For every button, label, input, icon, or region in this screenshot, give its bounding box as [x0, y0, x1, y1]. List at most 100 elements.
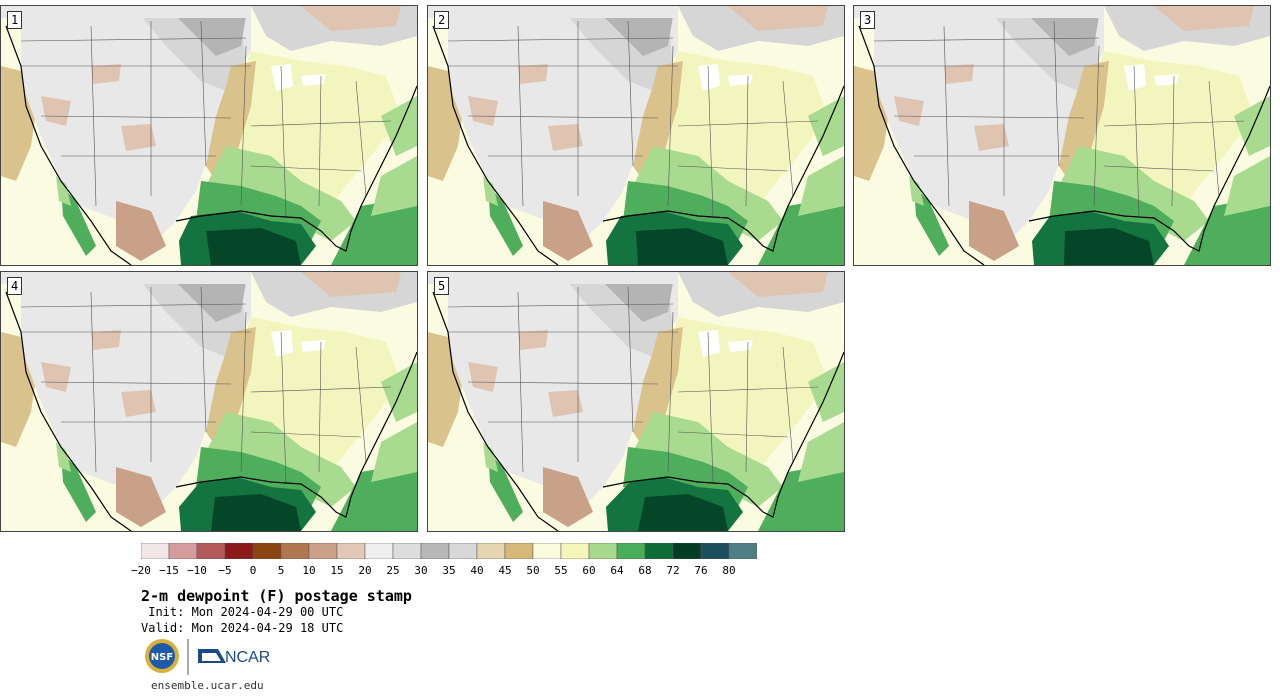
- lake-region: [698, 330, 720, 357]
- colorbar: [141, 543, 757, 559]
- map-panel-1[interactable]: 1: [0, 5, 418, 266]
- colorbar-swatch: [141, 543, 170, 559]
- dewpoint-region: [1, 6, 251, 18]
- lake-region: [1154, 74, 1179, 86]
- colorbar-tick-label: 55: [554, 564, 568, 577]
- dewpoint-region: [944, 64, 974, 84]
- boundaries: [447, 20, 819, 217]
- dewpoint-region: [909, 176, 924, 206]
- panel-label: 3: [860, 11, 876, 29]
- dewpoint-region: [331, 462, 417, 531]
- colorbar-swatch: [308, 543, 338, 559]
- logos: NSF NCAR: [144, 637, 274, 677]
- dewpoint-region: [121, 124, 156, 151]
- colorbar-tick-label: −15: [159, 564, 179, 577]
- coastline: [858, 25, 985, 265]
- colorbar-tick-label: 20: [358, 564, 372, 577]
- dewpoint-region: [91, 330, 121, 350]
- panel-label: 4: [7, 277, 23, 295]
- coastline: [602, 351, 844, 518]
- dewpoint-region: [1234, 96, 1270, 156]
- ncar-logo-text: NCAR: [225, 649, 270, 666]
- dewpoint-region: [1, 272, 251, 284]
- colorbar-swatch: [364, 543, 394, 559]
- map-panel-3[interactable]: 3: [853, 5, 1271, 266]
- dewpoint-region: [176, 16, 246, 56]
- dewpoint-region: [483, 176, 498, 206]
- coastline: [1028, 85, 1270, 252]
- colorbar-swatch: [224, 543, 254, 559]
- valid-time: Valid: Mon 2024-04-29 18 UTC: [141, 621, 344, 635]
- colorbar-tick-label: 10: [302, 564, 316, 577]
- colorbar-swatch: [588, 543, 618, 559]
- coastline: [175, 85, 417, 252]
- panel-label: 1: [7, 11, 23, 29]
- lake-region: [1124, 64, 1146, 91]
- colorbar-tick-label: 80: [722, 564, 736, 577]
- boundaries: [20, 286, 392, 483]
- colorbar-tick-label: 68: [638, 564, 652, 577]
- dewpoint-region: [518, 64, 548, 84]
- dewpoint-region: [121, 390, 156, 417]
- dewpoint-region: [206, 146, 356, 241]
- dewpoint-region: [301, 272, 401, 297]
- dewpoint-region: [91, 64, 121, 84]
- map-panel-2[interactable]: 2: [427, 5, 845, 266]
- colorbar-swatch: [532, 543, 562, 559]
- dewpoint-region: [969, 201, 1019, 261]
- coastline: [432, 25, 559, 265]
- dewpoint-region: [798, 156, 844, 216]
- dewpoint-map: [1, 272, 417, 531]
- coastline: [602, 85, 844, 252]
- colorbar-swatch: [280, 543, 310, 559]
- colorbar-tick-label: 5: [277, 564, 285, 577]
- dewpoint-region: [808, 362, 844, 422]
- colorbar-tick-label: −5: [218, 564, 232, 577]
- colorbar-swatch: [560, 543, 590, 559]
- dewpoint-region: [428, 272, 678, 284]
- dewpoint-region: [371, 422, 417, 482]
- panel-label: 2: [434, 11, 450, 29]
- dewpoint-region: [371, 156, 417, 216]
- colorbar-tick-label: 64: [610, 564, 624, 577]
- lake-region: [301, 74, 326, 86]
- dewpoint-region: [728, 6, 828, 31]
- lake-region: [271, 64, 293, 91]
- map-panel-4[interactable]: 4: [0, 271, 418, 532]
- colorbar-tick-label: 60: [582, 564, 596, 577]
- dewpoint-region: [543, 467, 593, 527]
- colorbar-swatch: [252, 543, 282, 559]
- map-panel-5[interactable]: 5: [427, 271, 845, 532]
- colorbar-swatch: [644, 543, 674, 559]
- nsf-logo-icon: NSF: [145, 639, 179, 673]
- colorbar-tick-label: −10: [187, 564, 207, 577]
- dewpoint-region: [56, 176, 71, 206]
- dewpoint-map: [1, 6, 417, 265]
- colorbar-swatch: [476, 543, 506, 559]
- colorbar-swatch: [672, 543, 702, 559]
- dewpoint-region: [638, 494, 728, 531]
- colorbar-tick-label: 30: [414, 564, 428, 577]
- website-url[interactable]: ensemble.ucar.edu: [151, 679, 264, 692]
- dewpoint-region: [41, 362, 71, 392]
- dewpoint-region: [381, 96, 417, 156]
- dewpoint-region: [331, 196, 417, 265]
- colorbar-tick-label: 25: [386, 564, 400, 577]
- dewpoint-region: [603, 16, 673, 56]
- dewpoint-region: [543, 201, 593, 261]
- colorbar-swatch: [700, 543, 730, 559]
- dewpoint-region: [636, 228, 728, 265]
- colorbar-tick-label: −20: [131, 564, 151, 577]
- colorbar-tick-label: 15: [330, 564, 344, 577]
- dewpoint-region: [854, 6, 1104, 18]
- dewpoint-region: [1059, 61, 1109, 181]
- colorbar-swatch: [420, 543, 450, 559]
- coastline: [5, 25, 132, 265]
- dewpoint-region: [206, 327, 256, 447]
- colorbar-swatch: [728, 543, 757, 559]
- boundaries: [447, 286, 819, 483]
- dewpoint-region: [808, 96, 844, 156]
- colorbar-swatch: [448, 543, 478, 559]
- dewpoint-region: [758, 196, 844, 265]
- colorbar-tick-label: 50: [526, 564, 540, 577]
